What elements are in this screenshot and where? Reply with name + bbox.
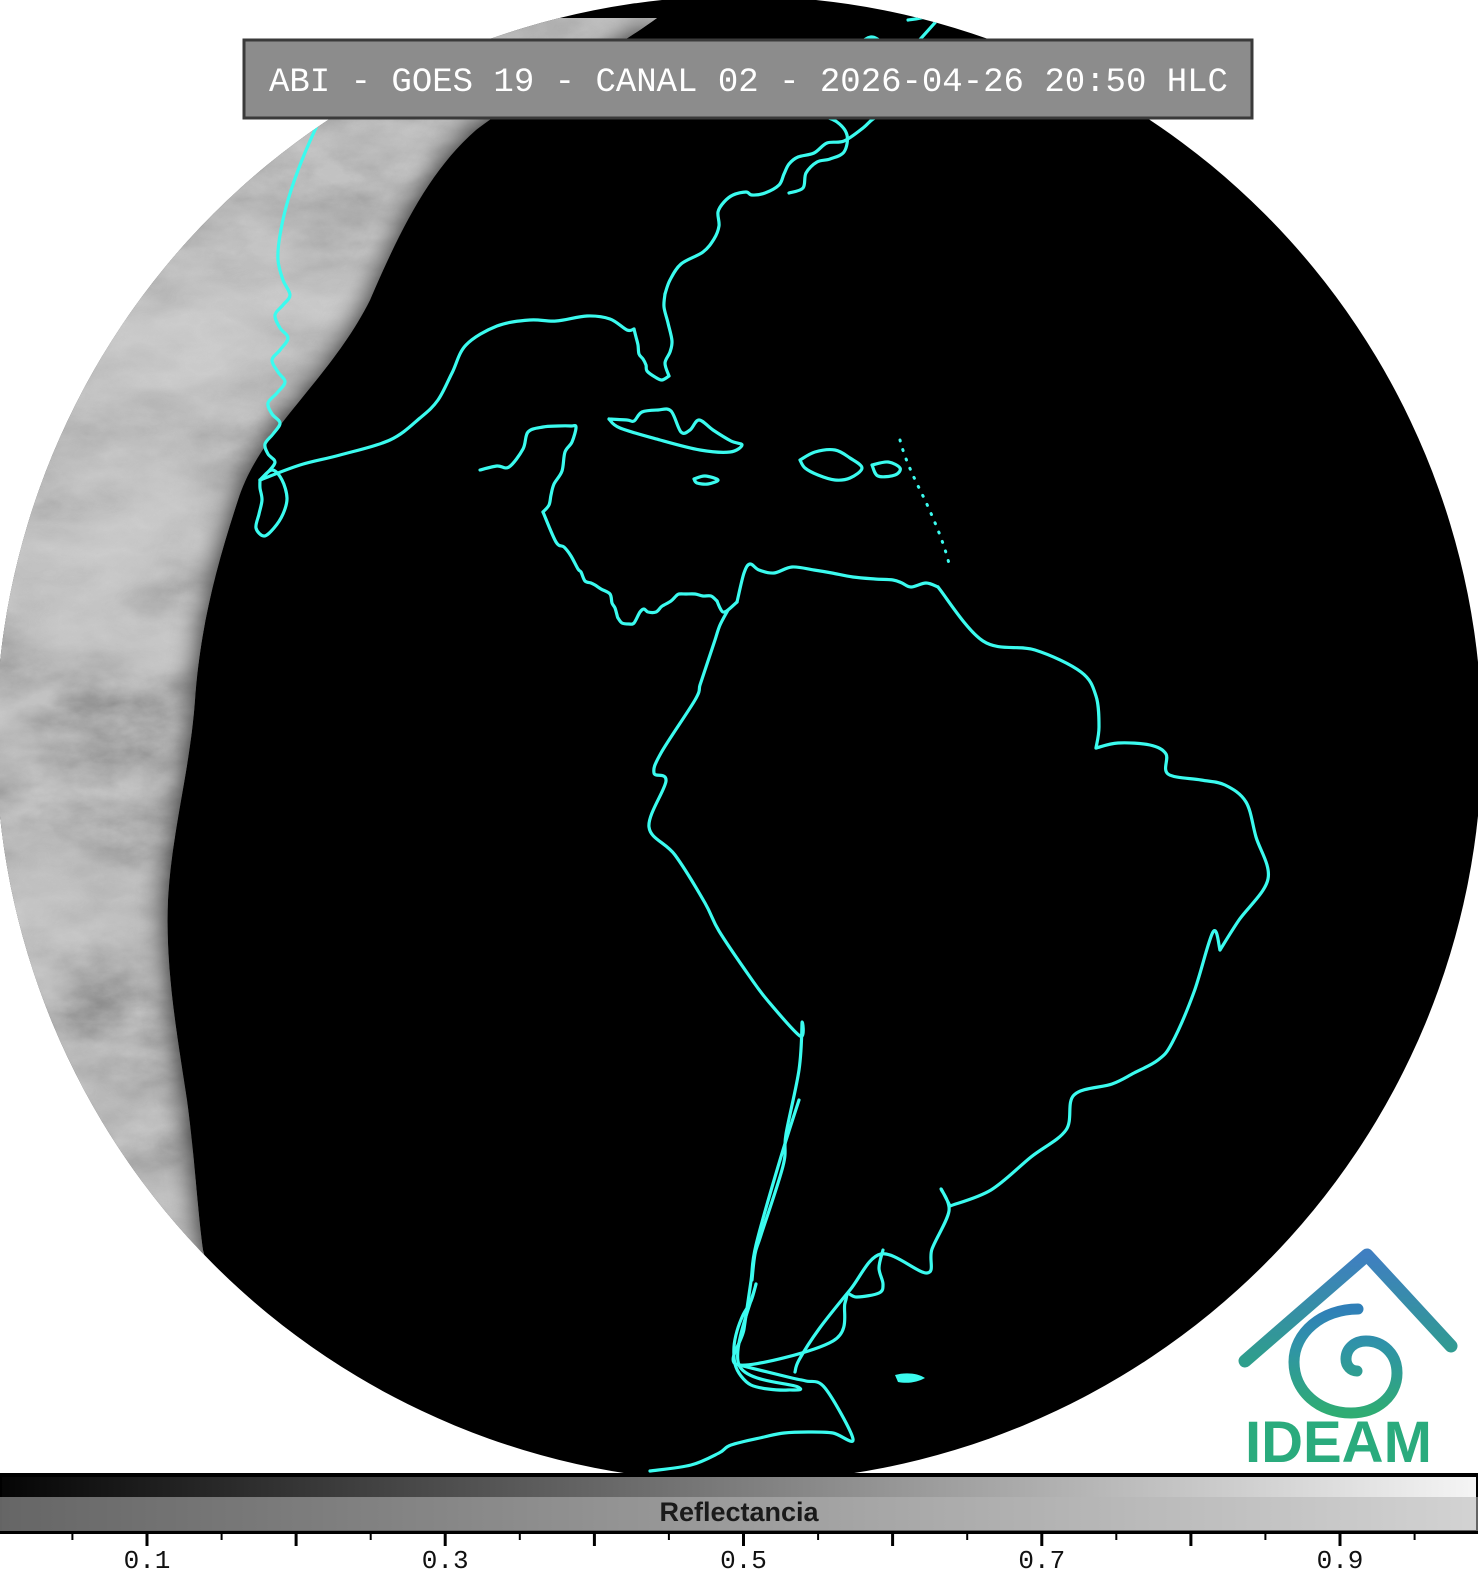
- svg-text:IDEAM: IDEAM: [1245, 1410, 1432, 1475]
- svg-text:0.5: 0.5: [720, 1546, 767, 1576]
- svg-text:0.7: 0.7: [1018, 1546, 1065, 1576]
- svg-text:ABI - GOES 19 - CANAL 02 - 202: ABI - GOES 19 - CANAL 02 - 2026-04-26 20…: [269, 64, 1228, 102]
- svg-text:0.9: 0.9: [1317, 1546, 1364, 1576]
- svg-text:0.3: 0.3: [422, 1546, 469, 1576]
- svg-text:Reflectancia: Reflectancia: [659, 1497, 819, 1527]
- svg-text:0.1: 0.1: [124, 1546, 171, 1576]
